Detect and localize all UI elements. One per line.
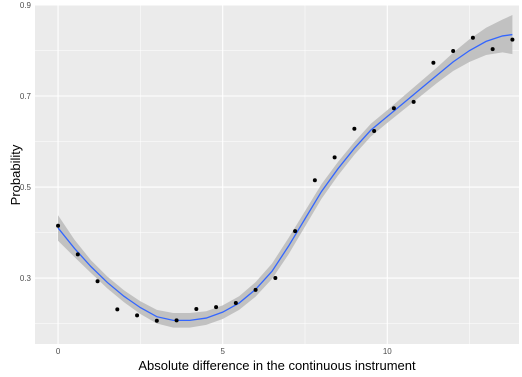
- confidence-band-area: [58, 15, 513, 328]
- y-tick-label: 0.9: [20, 1, 32, 10]
- data-point: [75, 252, 80, 257]
- x-tick-label: 0: [56, 347, 61, 356]
- x-tick-label: 5: [220, 347, 225, 356]
- data-point: [293, 229, 298, 234]
- data-point: [115, 307, 120, 312]
- data-point: [194, 306, 199, 311]
- data-point: [332, 155, 337, 160]
- data-point: [95, 279, 100, 284]
- data-point: [510, 37, 515, 42]
- data-point: [451, 48, 456, 53]
- data-point: [431, 60, 436, 65]
- panel-background: [35, 5, 519, 344]
- data-point: [273, 276, 278, 281]
- data-point: [312, 178, 317, 183]
- data-point: [490, 47, 495, 52]
- y-tick-label: 0.7: [20, 92, 32, 101]
- y-tick-label: 0.5: [20, 183, 32, 192]
- x-axis-title: Absolute difference in the continuous in…: [138, 358, 416, 373]
- data-point: [174, 318, 179, 323]
- data-point: [470, 35, 475, 40]
- confidence-band: [58, 15, 513, 328]
- y-axis-title: Probability: [8, 144, 23, 205]
- data-point: [233, 301, 238, 306]
- data-point: [411, 99, 416, 104]
- data-point: [214, 305, 219, 310]
- data-point: [135, 313, 140, 318]
- y-tick-label: 0.3: [20, 274, 32, 283]
- data-point: [352, 126, 357, 131]
- smooth-curve: [57, 33, 513, 321]
- data-point: [56, 223, 61, 228]
- data-points: [56, 35, 515, 323]
- data-point: [372, 129, 377, 134]
- data-point: [391, 106, 396, 111]
- x-tick-label: 10: [383, 347, 392, 356]
- data-point: [154, 318, 159, 323]
- grid: [35, 4, 519, 344]
- data-point: [253, 287, 258, 292]
- smooth-line: [57, 33, 513, 321]
- axis-ticks: 0 5 10 0.3 0.5 0.7 0.9: [20, 1, 392, 356]
